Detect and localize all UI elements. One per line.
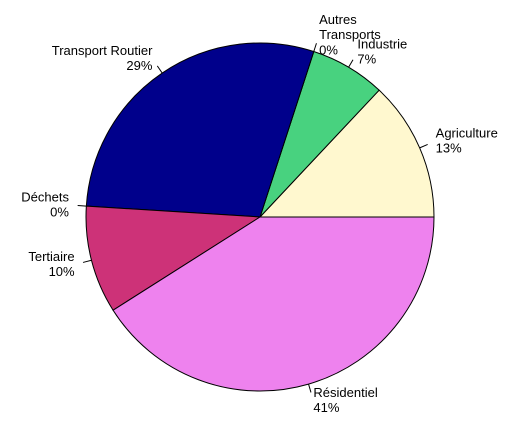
slice-label: Résidentiel [313, 385, 377, 400]
pie-slice [85, 42, 315, 218]
slice-value-label: 29% [126, 58, 152, 73]
slice-label: Transport Routier [52, 43, 153, 58]
pie-slice [258, 89, 435, 218]
slice-value-label: 10% [49, 264, 75, 279]
label-tick [313, 43, 317, 52]
slice-value-label: 41% [313, 400, 339, 415]
pie-slice [112, 216, 435, 392]
slice-label: Autres Transports [319, 12, 381, 42]
slice-label: Agriculture [436, 125, 498, 140]
label-tick [82, 259, 92, 263]
label-tick [419, 143, 428, 149]
slice-value-label: 7% [357, 52, 376, 67]
slice-label: Industrie [357, 37, 407, 52]
label-tick [156, 65, 163, 74]
label-tick [308, 383, 312, 393]
slice-label: Tertiaire [28, 249, 74, 264]
slice-value-label: 0% [50, 204, 69, 219]
label-tick [77, 205, 87, 207]
slice-value-label: 13% [436, 140, 462, 155]
slice-label: Déchets [21, 189, 69, 204]
label-tick [348, 59, 354, 68]
slice-value-label: 0% [319, 42, 338, 57]
